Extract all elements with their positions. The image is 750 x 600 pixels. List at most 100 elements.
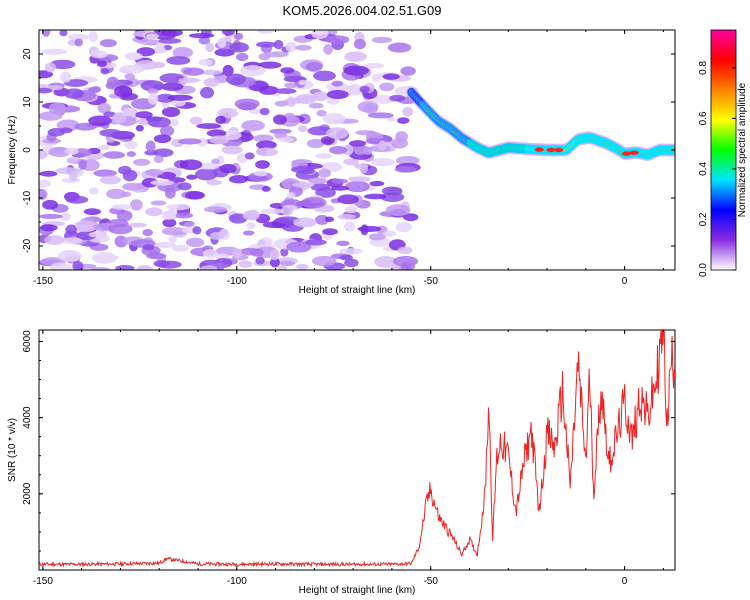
heatmap-cell <box>232 248 243 259</box>
heatmap-cell <box>146 33 159 40</box>
heatmap-cell <box>322 113 346 125</box>
heatmap-cell <box>390 137 409 149</box>
heatmap-cell <box>179 159 203 171</box>
heatmap-cell <box>155 45 166 54</box>
y-tick-label: -10 <box>22 190 33 205</box>
heatmap-cell <box>238 260 253 268</box>
heatmap-cell <box>200 265 218 270</box>
colorbar-ticks: 0.0 0.2 0.4 0.6 0.8 <box>698 61 736 277</box>
heatmap-cell <box>177 182 192 191</box>
heatmap-cell <box>177 138 202 145</box>
heatmap-cell <box>122 182 144 191</box>
heatmap-cell <box>128 222 147 228</box>
heatmap-cell <box>255 160 270 169</box>
heatmap-cell <box>153 134 172 144</box>
heatmap-cell <box>112 112 127 124</box>
heatmap-cell <box>279 260 296 267</box>
heatmap-cell <box>185 237 205 248</box>
heatmap-cell <box>222 64 234 77</box>
heatmap-cell <box>344 258 359 268</box>
heatmap-cell <box>331 185 350 191</box>
heatmap-cell <box>308 177 328 185</box>
heatmap-cell <box>397 246 413 255</box>
heatmap-cell <box>337 214 356 220</box>
heatmap-cell <box>99 175 122 185</box>
heatmap-cell <box>234 32 244 41</box>
heatmap-cell <box>90 50 108 59</box>
x-tick-label: -150 <box>33 276 53 287</box>
heatmap-cell <box>171 244 190 252</box>
heatmap-cell <box>41 30 51 37</box>
x-tick-label: 0 <box>622 276 628 287</box>
x-tick-label: -50 <box>423 576 438 587</box>
y-tick-label: 0 <box>22 147 33 153</box>
heatmap-cell <box>198 36 211 45</box>
heatmap-cell <box>284 82 297 89</box>
heatmap-cell <box>272 114 287 125</box>
heatmap-cell <box>124 73 135 81</box>
heatmap-cell <box>362 63 385 69</box>
heatmap-cell <box>178 77 201 84</box>
heatmap-cell <box>65 195 89 204</box>
heatmap-cell <box>269 257 280 268</box>
heatmap-cell <box>153 155 164 164</box>
heatmap-cell <box>206 179 222 186</box>
spectrogram-xlabel: Height of straight line (km) <box>299 285 416 296</box>
heatmap-cell <box>221 30 236 36</box>
signal-peak <box>622 151 632 156</box>
heatmap-cell <box>203 206 228 213</box>
heatmap-cell <box>394 166 418 173</box>
heatmap-cell <box>106 76 119 88</box>
heatmap-cell <box>217 37 227 48</box>
heatmap-cell <box>153 260 170 268</box>
x-tick-label: -100 <box>227 576 247 587</box>
heatmap-cell <box>199 69 222 75</box>
heatmap-cell <box>229 42 249 53</box>
heatmap-cell <box>259 107 270 116</box>
heatmap-cell <box>78 159 87 170</box>
heatmap-cell <box>221 145 243 155</box>
heatmap-cell <box>343 221 356 232</box>
heatmap-cell <box>170 99 186 107</box>
heatmap-cell <box>147 116 171 128</box>
heatmap-cell <box>118 64 145 74</box>
heatmap-cell <box>42 199 59 210</box>
heatmap-cell <box>395 155 420 166</box>
heatmap-cell <box>402 107 414 117</box>
heatmap-cell <box>130 199 143 211</box>
heatmap-cell <box>314 214 330 225</box>
heatmap-cell <box>228 213 248 224</box>
heatmap-cell <box>295 44 312 51</box>
heatmap-cell <box>323 44 333 55</box>
heatmap-cell <box>108 223 133 235</box>
heatmap-cell <box>215 115 227 125</box>
heatmap-cell <box>44 235 65 245</box>
heatmap-cell <box>133 158 151 166</box>
heatmap-cell <box>115 264 135 270</box>
heatmap-cell <box>55 167 81 175</box>
heatmap-cell <box>150 200 167 206</box>
heatmap-cell <box>147 88 159 95</box>
heatmap-cell <box>206 129 227 138</box>
heatmap-cell <box>315 153 333 159</box>
heatmap-cell <box>174 212 194 219</box>
heatmap-cell <box>185 191 205 200</box>
heatmap-cell <box>296 263 309 270</box>
spectrogram-panel: -150 -100 -50 0 20 10 0 -10 -20 Height of straig… <box>7 29 676 296</box>
heatmap-cell <box>65 147 79 155</box>
heatmap-cell <box>277 137 294 143</box>
heatmap-cell <box>382 73 400 80</box>
heatmap-cell <box>166 56 191 65</box>
heatmap-cell <box>344 51 367 62</box>
heatmap-cell <box>150 179 175 186</box>
heatmap-cell <box>235 52 249 62</box>
heatmap-cell <box>257 61 282 69</box>
signal-peak <box>554 147 564 153</box>
heatmap-cell <box>49 59 76 70</box>
x-tick-label: -50 <box>423 276 438 287</box>
heatmap-cell <box>142 229 153 237</box>
heatmap-cell <box>88 231 104 238</box>
signal-peak <box>629 150 639 155</box>
heatmap-cell <box>389 94 406 102</box>
